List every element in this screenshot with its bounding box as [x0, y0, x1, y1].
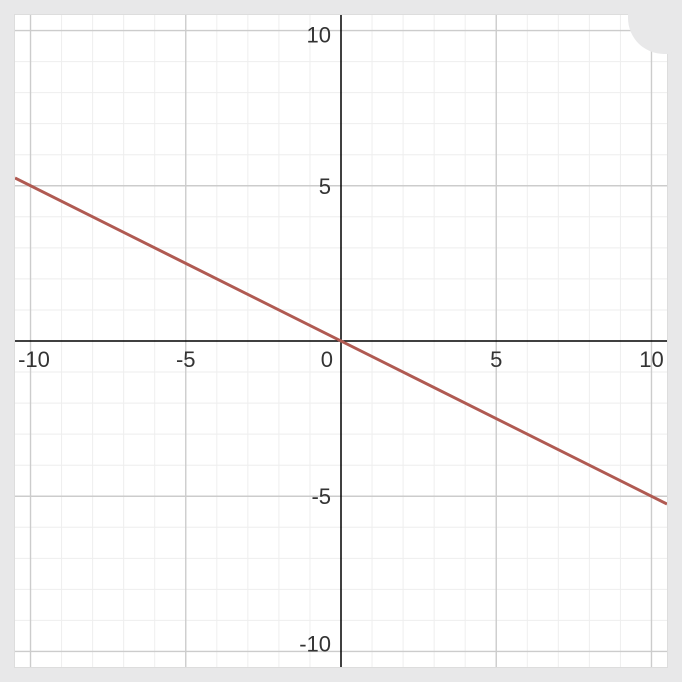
x-tick-label-10: 10 — [639, 347, 663, 372]
y-tick-label-10: 10 — [307, 23, 331, 48]
x-tick-label-5: 5 — [490, 347, 502, 372]
origin-label: 0 — [321, 347, 333, 372]
y-tick-label-m5: -5 — [311, 484, 331, 509]
coordinate-plane-chart: -10 -5 0 5 10 10 5 -5 -10 — [14, 14, 668, 668]
x-tick-label-m10: -10 — [18, 347, 50, 372]
chart-svg: -10 -5 0 5 10 10 5 -5 -10 — [15, 15, 667, 667]
y-tick-label-m10: -10 — [299, 631, 331, 656]
y-tick-label-5: 5 — [319, 174, 331, 199]
x-tick-label-m5: -5 — [176, 347, 196, 372]
